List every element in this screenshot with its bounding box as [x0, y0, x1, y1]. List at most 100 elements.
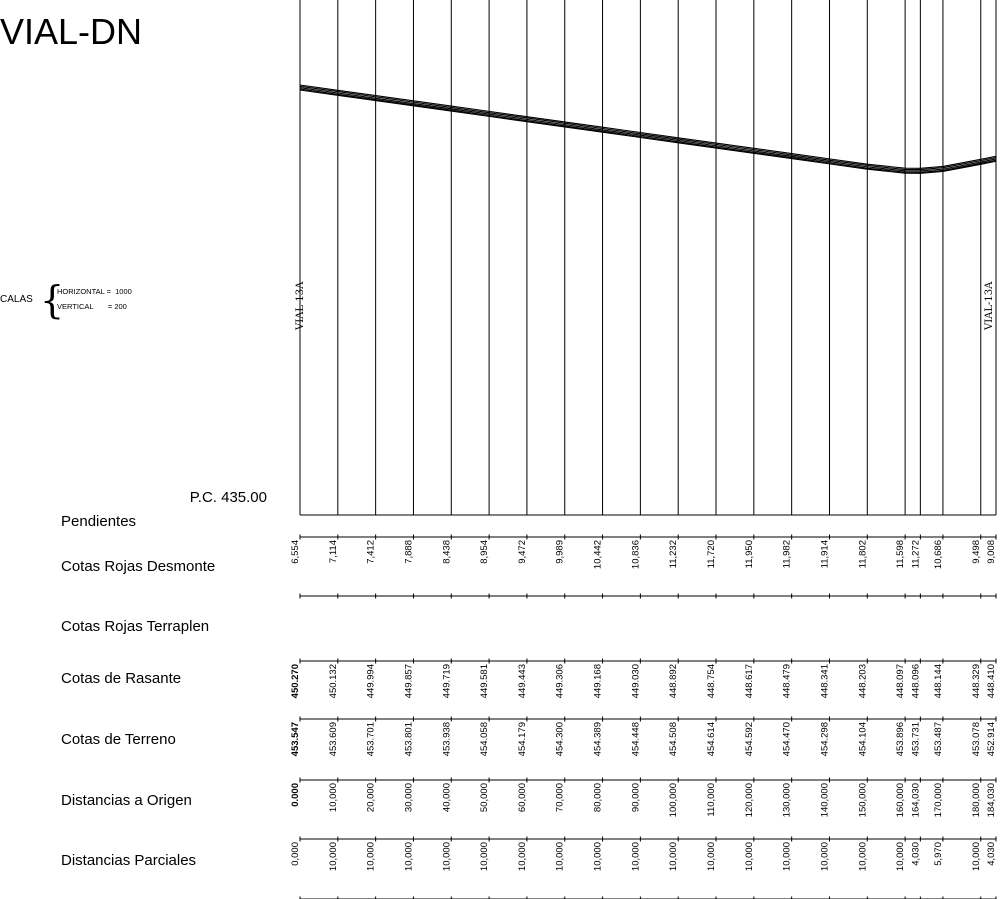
table-value: 448.754: [706, 664, 717, 698]
table-value: 10,000: [366, 842, 377, 871]
table-value: 448.144: [933, 664, 944, 698]
table-value: 10,836: [630, 540, 641, 569]
table-value: 453.896: [895, 722, 906, 756]
table-value: 454.058: [479, 722, 490, 756]
row-label-origen: Distancias a Origen: [61, 792, 192, 809]
table-value: 11,914: [819, 540, 830, 568]
table-value: 448.617: [744, 664, 755, 698]
table-value: 454.508: [668, 722, 679, 756]
table-value: 11,232: [668, 540, 679, 568]
table-value: 453.609: [328, 722, 339, 756]
table-value: 140,000: [819, 783, 830, 817]
table-value: 8,438: [441, 540, 452, 564]
profile-title: VIAL-DN: [0, 11, 143, 52]
table-value: 448.203: [857, 664, 868, 698]
table-value: 130,000: [782, 783, 793, 817]
table-value: 9,989: [555, 540, 566, 564]
table-value: 4,030: [986, 842, 997, 866]
horizontal-scale-label: HORIZONTAL =: [57, 287, 111, 296]
rasante-line: [299, 84, 997, 169]
table-value: 454.592: [744, 722, 755, 756]
row-label-parciales: Distancias Parciales: [61, 852, 197, 869]
brace-icon: {: [40, 278, 65, 322]
table-value: 6,554: [290, 540, 301, 564]
table-value: 10,000: [630, 842, 641, 871]
table-value: 453.801: [403, 722, 414, 756]
table-value: 10,000: [668, 842, 679, 871]
table-value: 10,000: [782, 842, 793, 871]
table-value: 160,000: [895, 783, 906, 817]
table-value: 453.487: [933, 722, 944, 756]
table-value: 454.470: [782, 722, 793, 756]
table-value: 4,030: [910, 842, 921, 866]
table-value: 10,000: [479, 842, 490, 871]
table-value: 454.389: [593, 722, 604, 756]
table-value: 454.104: [857, 722, 868, 756]
row-label-desmonte: Cotas Rojas Desmonte: [61, 558, 216, 575]
table-value: 11,272: [910, 540, 921, 568]
table-value: 90,000: [630, 783, 641, 812]
table-value: 10,000: [593, 842, 604, 871]
data-table: 6,554 7,114 7,412 7,888 8,438 8,954 9,472 9,989…: [290, 534, 997, 899]
table-value: 10,000: [403, 842, 414, 871]
table-value: 50,000: [479, 783, 490, 812]
table-value: 0,000: [290, 842, 301, 866]
table-value: 10,686: [933, 540, 944, 569]
rasante-line: [299, 85, 997, 171]
table-value: 10,000: [441, 842, 452, 871]
table-value: 11,950: [744, 540, 755, 568]
table-value: 448.341: [819, 664, 830, 698]
table-value: 7,114: [328, 540, 339, 563]
rasante-line: [299, 88, 997, 173]
rasante-line: [299, 87, 997, 172]
table-value: 10,000: [555, 842, 566, 871]
table-value: 10,442: [593, 540, 604, 569]
row-label-rasante: Cotas de Rasante: [61, 670, 182, 687]
table-value: 453.938: [441, 722, 452, 756]
table-value: 9,472: [517, 540, 528, 564]
table-value: 10,000: [744, 842, 755, 871]
table-value: 9,498: [971, 540, 982, 564]
horizontal-scale-value: 1000: [115, 287, 132, 296]
table-value: 448.096: [910, 664, 921, 698]
scales-label: CALAS: [0, 294, 33, 305]
table-value: 453.078: [971, 722, 982, 756]
table-value: 120,000: [744, 783, 755, 817]
table-value: 10,000: [895, 842, 906, 871]
table-value: 40,000: [441, 783, 452, 812]
profile-lines: [299, 84, 997, 174]
vertical-scale-label: VERTICAL: [57, 302, 94, 311]
table-value: 10,000: [857, 842, 868, 871]
reference-plane: P.C. 435.00: [189, 489, 267, 506]
table-value: 453.701: [366, 722, 377, 756]
table-value: 20,000: [366, 783, 377, 812]
table-value: 454.614: [706, 722, 717, 756]
vertical-scale: VERTICAL = 200: [57, 302, 127, 311]
table-value: 11,982: [782, 540, 793, 568]
table-value: 10,000: [819, 842, 830, 871]
table-value: 449.857: [403, 664, 414, 698]
table-value: 110,000: [706, 783, 717, 817]
side-label-right: VIAL-13A: [984, 281, 995, 331]
table-value: 11,598: [895, 540, 906, 568]
table-value: 11,802: [857, 540, 868, 568]
table-value: 60,000: [517, 783, 528, 812]
table-value: 449.030: [630, 664, 641, 698]
row-label-pendientes: Pendientes: [61, 513, 137, 530]
table-value: 10,000: [328, 842, 339, 871]
table-value: 170,000: [933, 783, 944, 817]
table-value: 449.443: [517, 664, 528, 698]
horizontal-scale: HORIZONTAL = 1000: [57, 287, 132, 296]
table-value: 5,970: [933, 842, 944, 866]
table-value: 10,000: [328, 783, 339, 812]
table-value: 449.168: [593, 664, 604, 698]
table-value: 448.097: [895, 664, 906, 698]
table-value: 448.479: [782, 664, 793, 698]
table-value: 184,030: [986, 783, 997, 817]
table-value: 450.270: [290, 664, 301, 698]
table-value: 448.329: [971, 664, 982, 698]
table-value: 448.892: [668, 664, 679, 698]
table-value: 7,412: [366, 540, 377, 564]
row-label-terreno: Cotas de Terreno: [61, 731, 176, 748]
table-value: 449.581: [479, 664, 490, 698]
